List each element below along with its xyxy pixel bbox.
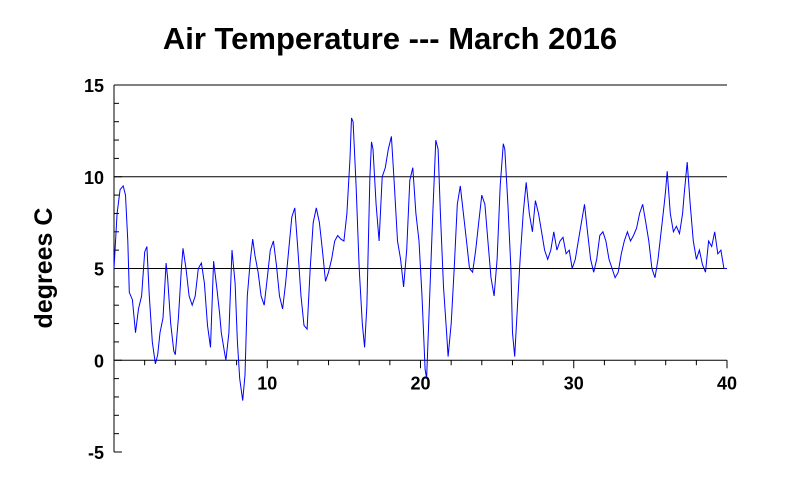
tick-labels: -5 0 5 10 15 10 20 30 40 [84,76,737,463]
series-layer [113,117,727,401]
y-tick-label-5: 5 [94,260,104,280]
y-tick-label-10: 10 [84,168,104,188]
axes [113,84,728,453]
y-tick-label--5: -5 [88,443,104,463]
x-tick-label-30: 30 [564,373,584,393]
gridlines [114,84,727,269]
chart-title: Air Temperature --- March 2016 [163,21,617,56]
y-tick-label-0: 0 [94,351,104,371]
x-tick-label-40: 40 [717,373,737,393]
temperature-series-line [113,117,727,401]
y-tick-label-15: 15 [84,76,104,96]
y-axis-label: degrees C [30,208,58,329]
x-tick-label-20: 20 [410,373,430,393]
x-tick-label-10: 10 [257,373,277,393]
